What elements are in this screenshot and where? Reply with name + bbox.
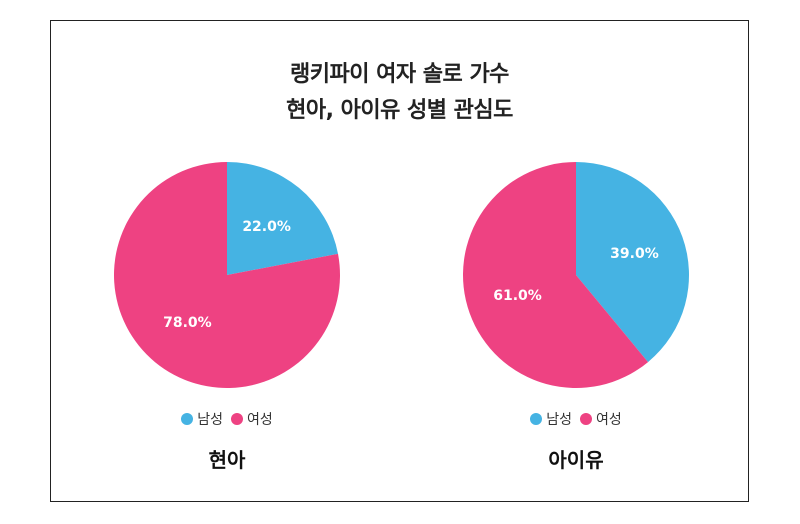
legend-item-female: 여성 [580, 409, 622, 429]
chart-frame: 랭키파이 여자 솔로 가수 현아, 아이유 성별 관심도 22.0% 78.0% … [50, 20, 749, 502]
pie-data-label: 78.0% [163, 315, 212, 331]
legend-label-female: 여성 [596, 412, 622, 428]
legend-label-female: 여성 [247, 412, 273, 428]
legend-iu: 남성 여성 [456, 409, 696, 429]
legend-item-male: 남성 [530, 409, 572, 429]
pie-slice-female [463, 162, 649, 388]
legend-label-male: 남성 [546, 412, 572, 428]
pie-slice-male [576, 162, 689, 363]
pie-data-label: 39.0% [610, 246, 659, 262]
legend-swatch-female [231, 413, 243, 425]
pie-slice-male [227, 162, 338, 275]
chart-title: 랭키파이 여자 솔로 가수 현아, 아이유 성별 관심도 [51, 57, 748, 129]
pie-data-label: 61.0% [493, 288, 542, 304]
pie-chart-iu: 39.0% 61.0% [463, 162, 689, 388]
legend-swatch-male [181, 413, 194, 425]
legend-swatch-female [580, 413, 592, 425]
chart-label-hyuna: 현아 [208, 448, 246, 472]
pie-chart-hyuna: 22.0% 78.0% [113, 162, 340, 388]
legend-swatch-male [530, 413, 543, 425]
chart-title-line-2: 현아, 아이유 성별 관심도 [286, 98, 513, 123]
legend-item-male: 남성 [181, 409, 223, 429]
legend-item-female: 여성 [231, 409, 273, 429]
chart-label-iu: 아이유 [548, 448, 604, 472]
legend-label-male: 남성 [197, 412, 223, 428]
pie-data-label: 22.0% [242, 219, 291, 235]
legend-hyuna: 남성 여성 [107, 409, 347, 429]
chart-title-line-1: 랭키파이 여자 솔로 가수 [290, 62, 509, 87]
pie-slice-female [113, 162, 340, 388]
